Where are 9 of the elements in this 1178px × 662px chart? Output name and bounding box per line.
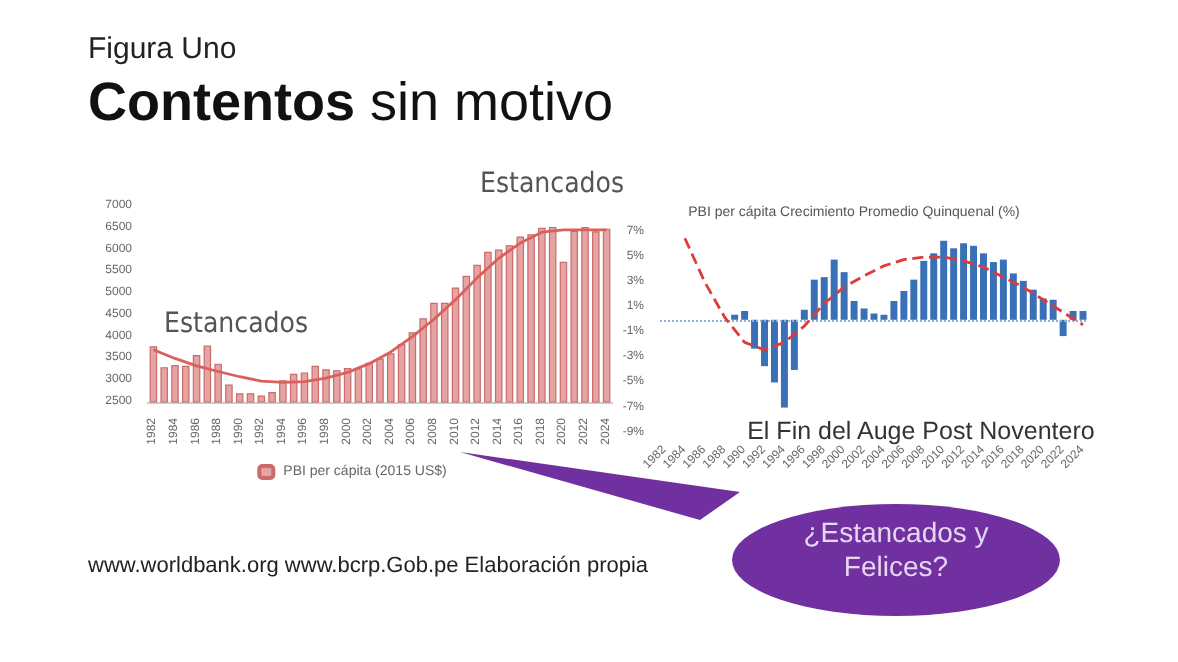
line-series: [683, 236, 1085, 352]
chart-title: Contentos sin motivo: [88, 72, 614, 134]
bar: [1059, 319, 1067, 337]
annotation: El Fin del Auge Post Noventero: [747, 417, 1095, 445]
chart-subtitle: Figura Uno: [88, 32, 237, 66]
text: Estancados: [480, 168, 625, 200]
text: www.worldbank.org www.bcrp.Gob.pe Elaboración propia: [88, 554, 649, 578]
annotation: Estancados: [164, 308, 309, 340]
line-series: [152, 228, 608, 384]
